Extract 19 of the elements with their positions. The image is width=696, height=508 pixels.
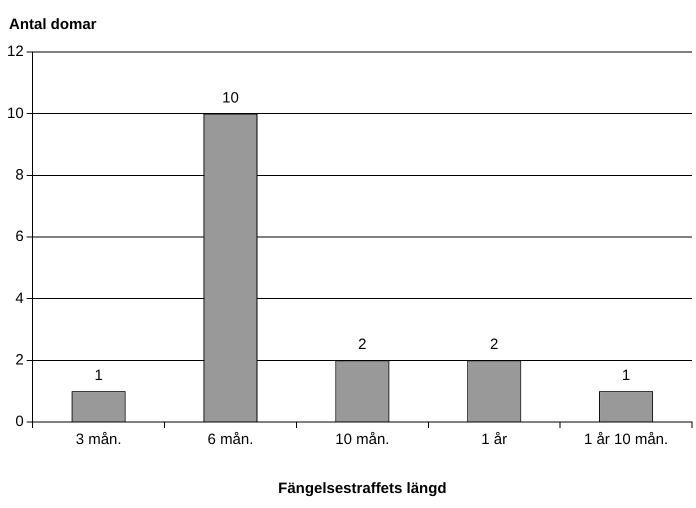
- y-tick-label: 0: [15, 413, 24, 430]
- y-tick-label: 2: [15, 351, 24, 368]
- y-tick-label: 4: [15, 290, 24, 307]
- data-label: 10: [222, 89, 239, 106]
- y-axis-title: Antal domar: [9, 16, 97, 33]
- y-tick-label: 10: [6, 104, 24, 122]
- y-tick-label: 8: [15, 166, 24, 184]
- y-tick-label: 6: [15, 228, 24, 246]
- x-tick-label: 1 år: [481, 431, 508, 448]
- x-tick-label: 6 mån.: [208, 431, 254, 448]
- data-label: 1: [94, 366, 103, 384]
- x-tick-label: 3 mån.: [76, 431, 122, 448]
- data-label: 2: [490, 336, 498, 353]
- data-label: 1: [622, 366, 630, 384]
- x-axis-title: Fängelsestraffets längd: [278, 480, 447, 498]
- y-tick-label: 12: [6, 43, 24, 60]
- x-tick-label: 1 år 10 mån.: [584, 431, 668, 448]
- data-label: 2: [358, 336, 367, 353]
- x-tick-label: 10 mån.: [335, 431, 390, 448]
